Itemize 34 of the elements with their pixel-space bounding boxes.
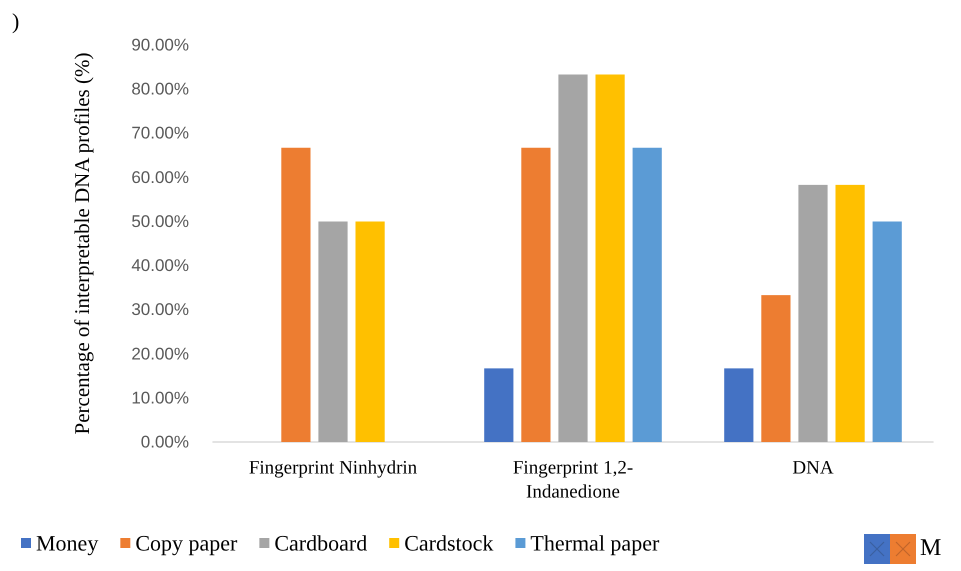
y-tick-label: 90.00% — [131, 36, 189, 54]
x-tick-label: Fingerprint 1,2- Indanedione — [512, 458, 634, 502]
bar — [318, 221, 348, 442]
bar — [761, 295, 791, 442]
bar — [484, 368, 514, 442]
y-tick-label: 50.00% — [131, 212, 189, 231]
y-tick-label: 70.00% — [131, 124, 189, 143]
y-tick-label: 80.00% — [131, 80, 189, 99]
y-tick-label: 10.00% — [131, 388, 189, 408]
bar — [724, 368, 754, 442]
y-tick-label: 40.00% — [131, 256, 189, 276]
x-tick-label: DNA — [792, 458, 834, 478]
bar — [632, 148, 662, 442]
bar — [872, 221, 902, 442]
text: ) — [12, 8, 20, 34]
x-tick-label: Fingerprint Ninhydrin — [248, 458, 418, 478]
bar — [558, 74, 588, 442]
legend-label: Cardboard — [274, 530, 368, 556]
bar — [835, 184, 865, 442]
bar — [281, 148, 311, 442]
bar — [595, 74, 625, 442]
y-tick-label: 30.00% — [131, 300, 189, 320]
legend-label: Money — [36, 530, 98, 556]
y-tick-label: 20.00% — [131, 344, 189, 364]
legend-label: Cardstock — [404, 530, 494, 556]
bar — [798, 184, 828, 442]
bar — [521, 148, 551, 442]
legend-label: Copy paper — [135, 530, 238, 556]
legend-label: Thermal paper — [530, 530, 660, 556]
y-tick-label: 60.00% — [131, 168, 189, 187]
text: M — [920, 535, 942, 561]
bar — [355, 221, 385, 442]
y-axis-title: Percentage of interpretable DNA profiles (%) — [70, 52, 94, 434]
y-tick-label: 0.00% — [140, 432, 189, 452]
